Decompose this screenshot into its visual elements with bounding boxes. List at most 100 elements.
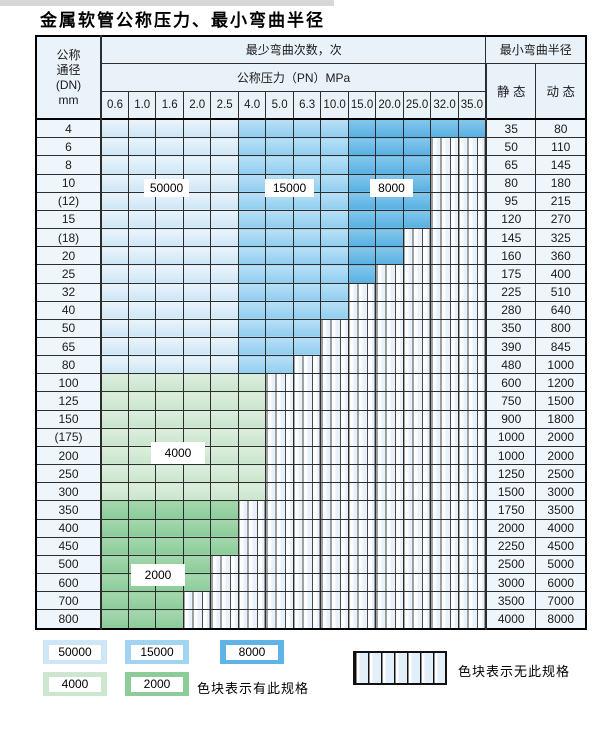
- spec-unavailable-cell: [375, 609, 404, 630]
- spec-available-cell: [182, 228, 212, 248]
- pressure-column-header: 5.0: [265, 90, 294, 120]
- dn-value-cell: 6: [35, 137, 102, 157]
- spec-unavailable-cell: [430, 591, 459, 611]
- nominal-pressure-header: 公称压力（PN）MPa: [100, 62, 487, 92]
- dynamic-radius-cell: 325: [535, 228, 587, 248]
- spec-available-cell: [155, 228, 184, 248]
- spec-unavailable-cell: [402, 282, 432, 302]
- spec-available-cell: [100, 282, 129, 302]
- spec-unavailable-cell: [347, 518, 377, 538]
- spec-unavailable-cell: [402, 554, 432, 575]
- table-row: 600 3000 6000: [35, 573, 587, 593]
- spec-unavailable-cell: [375, 427, 404, 447]
- spec-unavailable-cell: [347, 609, 377, 630]
- spec-available-cell: [127, 500, 157, 520]
- spec-unavailable-cell: [457, 482, 487, 502]
- dynamic-radius-cell: 3500: [535, 500, 587, 520]
- spec-available-cell: [100, 118, 129, 139]
- spec-available-cell: [402, 137, 432, 157]
- spec-unavailable-cell: [347, 427, 377, 447]
- spec-available-cell: [100, 318, 129, 338]
- spec-unavailable-cell: [182, 591, 212, 611]
- dynamic-radius-cell: 400: [535, 264, 587, 284]
- spec-available-cell: [127, 264, 157, 284]
- spec-available-cell: [265, 155, 294, 175]
- static-radius-cell: 160: [484, 246, 537, 266]
- spec-unavailable-cell: [237, 609, 267, 630]
- pressure-column-header: 20.0: [375, 90, 404, 120]
- spec-unavailable-cell: [347, 355, 377, 375]
- spec-available-cell: [320, 300, 349, 320]
- spec-unavailable-cell: [430, 155, 459, 175]
- spec-unavailable-cell: [457, 427, 487, 447]
- spec-available-cell: [182, 118, 212, 139]
- table-row: 6 50 110: [35, 137, 587, 157]
- spec-unavailable-cell: [375, 409, 404, 429]
- spec-unavailable-cell: [265, 482, 294, 502]
- spec-available-cell: [210, 209, 239, 230]
- spec-available-cell: [127, 355, 157, 375]
- spec-available-cell: [182, 373, 212, 393]
- spec-unavailable-cell: [347, 573, 377, 593]
- spec-unavailable-cell: [457, 264, 487, 284]
- spec-available-cell: [127, 282, 157, 302]
- pressure-column-header: 35.0: [457, 90, 487, 120]
- spec-unavailable-cell: [320, 464, 349, 484]
- spec-available-cell: [292, 246, 322, 266]
- spec-available-cell: [402, 155, 432, 175]
- spec-available-cell: [100, 464, 129, 484]
- dn-value-cell: 100: [35, 373, 102, 393]
- table-row: 200 1000 2000: [35, 445, 587, 466]
- spec-available-cell: [265, 336, 294, 357]
- spec-unavailable-cell: [430, 391, 459, 411]
- pressure-column-header: 2.5: [210, 90, 239, 120]
- spec-available-cell: [100, 246, 129, 266]
- dn-column-header: 公称 通径 (DN) mm: [35, 35, 102, 120]
- pressure-column-header: 0.6: [100, 90, 129, 120]
- spec-available-cell: [182, 554, 212, 575]
- table-row: 500 2500 5000: [35, 554, 587, 575]
- spec-available-cell: [237, 264, 267, 284]
- dn-value-cell: 600: [35, 573, 102, 593]
- spec-unavailable-cell: [457, 536, 487, 556]
- spec-available-cell: [127, 409, 157, 429]
- spec-available-cell: [210, 318, 239, 338]
- spec-available-cell: [155, 118, 184, 139]
- spec-unavailable-cell: [457, 173, 487, 193]
- legend-chip-label: 8000: [226, 644, 278, 660]
- spec-unavailable-cell: [375, 373, 404, 393]
- spec-unavailable-cell: [375, 264, 404, 284]
- spec-available-cell: [155, 137, 184, 157]
- spec-unavailable-cell: [320, 482, 349, 502]
- spec-unavailable-cell: [320, 427, 349, 447]
- spec-available-cell: [182, 536, 212, 556]
- spec-unavailable-cell: [320, 318, 349, 338]
- spec-available-cell: [210, 246, 239, 266]
- spec-unavailable-cell: [457, 209, 487, 230]
- dn-value-cell: (12): [35, 191, 102, 211]
- spec-unavailable-cell: [430, 373, 459, 393]
- spec-available-cell: [127, 155, 157, 175]
- spec-unavailable-cell: [292, 445, 322, 466]
- spec-unavailable-cell: [430, 191, 459, 211]
- table-row: 15 120 270: [35, 209, 587, 230]
- table-body: 4 35 80 6 50 110 8 65 145 10 80 180 (12) 95 215 15 120 27…: [35, 118, 587, 630]
- spec-unavailable-cell: [347, 300, 377, 320]
- static-radius-cell: 80: [484, 173, 537, 193]
- scan-artifact-strip: [0, 0, 334, 6]
- spec-available-cell: [127, 518, 157, 538]
- dynamic-radius-cell: 110: [535, 137, 587, 157]
- spec-available-cell: [155, 500, 184, 520]
- dynamic-radius-cell: 1800: [535, 409, 587, 429]
- spec-available-cell: [347, 264, 377, 284]
- spec-unavailable-cell: [292, 573, 322, 593]
- spec-unavailable-cell: [375, 554, 404, 575]
- dn-value-cell: 200: [35, 445, 102, 466]
- spec-available-cell: [237, 282, 267, 302]
- spec-unavailable-cell: [347, 282, 377, 302]
- spec-available-cell: [155, 246, 184, 266]
- spec-unavailable-cell: [430, 300, 459, 320]
- dn-value-cell: 700: [35, 591, 102, 611]
- spec-available-cell: [210, 409, 239, 429]
